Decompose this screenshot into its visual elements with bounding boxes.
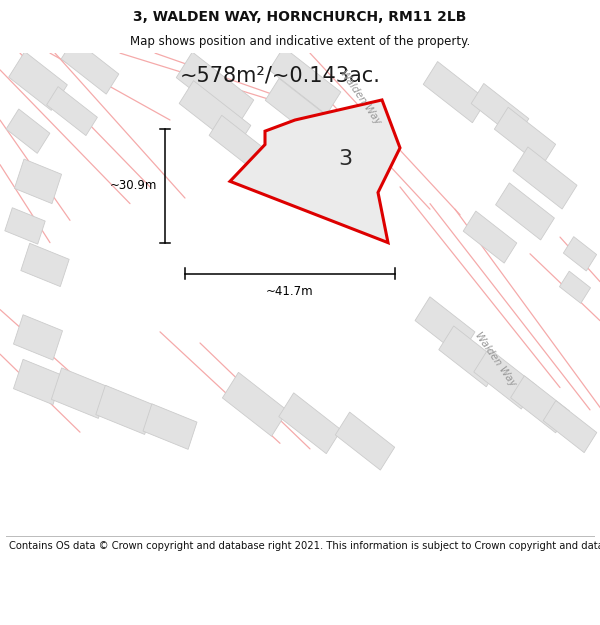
Polygon shape [463,211,517,263]
Polygon shape [511,376,569,433]
Polygon shape [52,368,109,418]
Polygon shape [176,52,254,126]
Polygon shape [415,297,475,356]
Text: Walden Way: Walden Way [338,69,382,127]
Polygon shape [439,326,501,387]
Polygon shape [61,39,119,94]
Text: ~41.7m: ~41.7m [266,285,314,298]
Text: Contains OS data © Crown copyright and database right 2021. This information is : Contains OS data © Crown copyright and d… [9,541,600,551]
Polygon shape [21,243,69,287]
Text: Walden Way: Walden Way [473,331,517,389]
Polygon shape [474,348,536,409]
Polygon shape [223,372,287,436]
Polygon shape [496,183,554,240]
Polygon shape [423,61,487,122]
Polygon shape [471,84,529,139]
Polygon shape [563,237,596,271]
Polygon shape [494,107,556,166]
Polygon shape [47,87,97,136]
Polygon shape [209,115,271,174]
Text: ~578m²/~0.143ac.: ~578m²/~0.143ac. [179,66,380,86]
Polygon shape [5,208,45,244]
Polygon shape [265,78,335,144]
Polygon shape [335,412,395,470]
Polygon shape [230,100,400,242]
Polygon shape [513,147,577,209]
Polygon shape [179,81,251,148]
Polygon shape [96,385,154,434]
Polygon shape [543,401,597,452]
Text: ~30.9m: ~30.9m [110,179,157,192]
Polygon shape [269,48,341,115]
Polygon shape [14,159,62,204]
Polygon shape [559,271,590,303]
Polygon shape [279,393,341,454]
Polygon shape [8,52,67,111]
Text: 3: 3 [338,149,352,169]
Text: Map shows position and indicative extent of the property.: Map shows position and indicative extent… [130,34,470,48]
Polygon shape [13,359,62,404]
Polygon shape [143,404,197,449]
Polygon shape [13,315,62,360]
Text: 3, WALDEN WAY, HORNCHURCH, RM11 2LB: 3, WALDEN WAY, HORNCHURCH, RM11 2LB [133,9,467,24]
Polygon shape [6,109,50,153]
